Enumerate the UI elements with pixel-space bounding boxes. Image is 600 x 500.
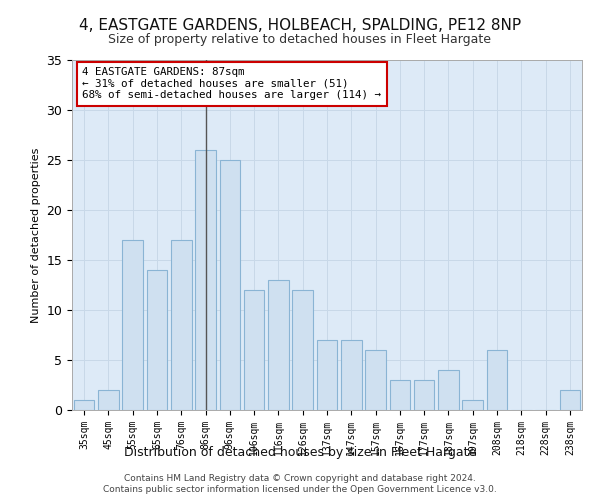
Text: Distribution of detached houses by size in Fleet Hargate: Distribution of detached houses by size … bbox=[124, 446, 476, 459]
Bar bbox=[317, 340, 337, 410]
Text: Contains HM Land Registry data © Crown copyright and database right 2024.: Contains HM Land Registry data © Crown c… bbox=[124, 474, 476, 483]
Bar bbox=[292, 290, 313, 410]
Bar bbox=[74, 400, 94, 410]
Bar bbox=[487, 350, 508, 410]
Bar bbox=[414, 380, 434, 410]
Bar bbox=[560, 390, 580, 410]
Y-axis label: Number of detached properties: Number of detached properties bbox=[31, 148, 41, 322]
Bar bbox=[438, 370, 459, 410]
Bar bbox=[122, 240, 143, 410]
Bar bbox=[341, 340, 362, 410]
Bar bbox=[463, 400, 483, 410]
Text: 4, EASTGATE GARDENS, HOLBEACH, SPALDING, PE12 8NP: 4, EASTGATE GARDENS, HOLBEACH, SPALDING,… bbox=[79, 18, 521, 32]
Bar bbox=[195, 150, 216, 410]
Bar bbox=[220, 160, 240, 410]
Text: Contains public sector information licensed under the Open Government Licence v3: Contains public sector information licen… bbox=[103, 485, 497, 494]
Bar bbox=[98, 390, 119, 410]
Bar bbox=[244, 290, 265, 410]
Bar bbox=[389, 380, 410, 410]
Text: 4 EASTGATE GARDENS: 87sqm
← 31% of detached houses are smaller (51)
68% of semi-: 4 EASTGATE GARDENS: 87sqm ← 31% of detac… bbox=[82, 67, 381, 100]
Text: Size of property relative to detached houses in Fleet Hargate: Size of property relative to detached ho… bbox=[109, 32, 491, 46]
Bar bbox=[268, 280, 289, 410]
Bar bbox=[365, 350, 386, 410]
Bar bbox=[146, 270, 167, 410]
Bar bbox=[171, 240, 191, 410]
